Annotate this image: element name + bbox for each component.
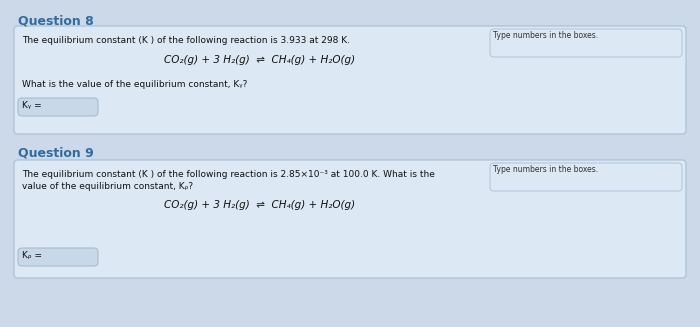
FancyBboxPatch shape (14, 160, 686, 278)
Text: Kᵧ =: Kᵧ = (22, 101, 41, 110)
Text: value of the equilibrium constant, Kᵨ?: value of the equilibrium constant, Kᵨ? (22, 182, 193, 191)
Text: Question 8: Question 8 (18, 14, 94, 27)
Text: Type numbers in the boxes.: Type numbers in the boxes. (493, 31, 598, 40)
Text: CO₂(g) + 3 H₂(g)  ⇌  CH₄(g) + H₂O(g): CO₂(g) + 3 H₂(g) ⇌ CH₄(g) + H₂O(g) (164, 55, 356, 65)
Text: Question 9: Question 9 (18, 147, 94, 160)
FancyBboxPatch shape (18, 248, 98, 266)
FancyBboxPatch shape (18, 98, 98, 116)
Text: The equilibrium constant (K ) of the following reaction is 3.933 at 298 K.: The equilibrium constant (K ) of the fol… (22, 36, 350, 45)
FancyBboxPatch shape (490, 29, 682, 57)
Text: CO₂(g) + 3 H₂(g)  ⇌  CH₄(g) + H₂O(g): CO₂(g) + 3 H₂(g) ⇌ CH₄(g) + H₂O(g) (164, 200, 356, 210)
Text: Type numbers in the boxes.: Type numbers in the boxes. (493, 165, 598, 174)
Text: What is the value of the equilibrium constant, Kᵧ?: What is the value of the equilibrium con… (22, 80, 247, 89)
Text: The equilibrium constant (K ) of the following reaction is 2.85×10⁻³ at 100.0 K.: The equilibrium constant (K ) of the fol… (22, 170, 435, 179)
FancyBboxPatch shape (14, 26, 686, 134)
FancyBboxPatch shape (490, 163, 682, 191)
Text: Kᵨ =: Kᵨ = (22, 251, 42, 260)
